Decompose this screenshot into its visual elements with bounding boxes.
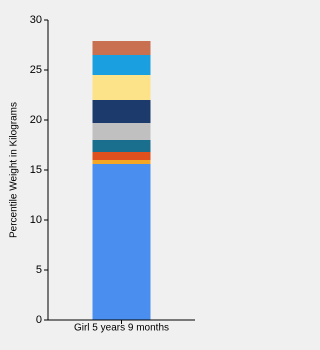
y-axis-label: Percentile Weight in Kilograms (9, 102, 20, 238)
y-tick-label: 15 (30, 164, 42, 176)
bar-segment (92, 41, 151, 55)
chart: Percentile Weight in Kilograms 0 5 10 15 20 2… (8, 13, 195, 334)
y-tick-label: 30 (30, 14, 42, 26)
y-tick-label: 10 (30, 214, 42, 226)
bar-segment (92, 123, 151, 140)
bar-segment (92, 100, 151, 123)
y-tick-label: 0 (36, 314, 42, 326)
bar-segment (92, 140, 151, 152)
y-tick-label: 20 (30, 114, 42, 126)
bar-segment (92, 75, 151, 100)
bar-segment (92, 160, 151, 164)
bar-segment (92, 164, 151, 320)
x-tick-label: Girl 5 years 9 months (74, 323, 169, 334)
bar-segment (92, 55, 151, 75)
y-tick-label: 25 (30, 64, 42, 76)
bar-segment (92, 152, 151, 160)
y-tick-label: 5 (36, 264, 42, 276)
